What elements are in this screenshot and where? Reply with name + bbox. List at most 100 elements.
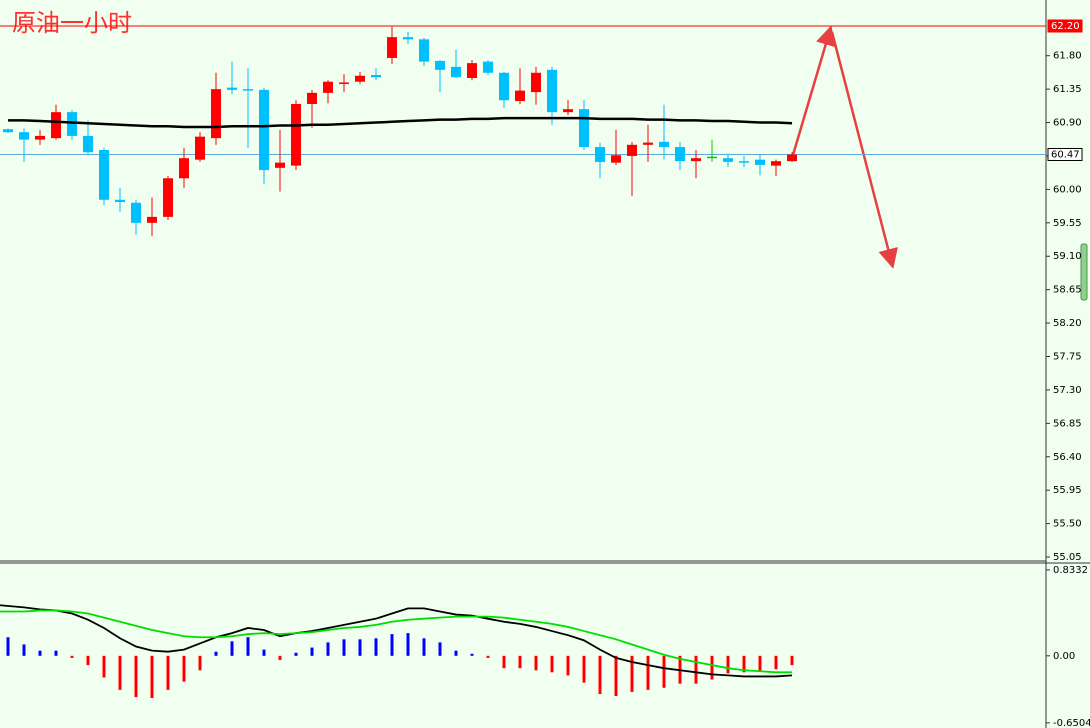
y-tick-label: 57.30 (1053, 385, 1082, 396)
y-tick-label: 55.95 (1053, 485, 1082, 496)
candle-body (195, 136, 205, 160)
histogram-bar (534, 655, 538, 671)
candle-body (83, 135, 93, 153)
candle-body (419, 39, 429, 62)
candle-body (147, 216, 157, 223)
candle-body (227, 87, 237, 90)
candle-body (579, 109, 589, 148)
candle-body (403, 37, 413, 40)
histogram-bar (342, 639, 346, 656)
histogram-bar (118, 655, 122, 690)
candle-body (275, 162, 285, 168)
y-tick-label: 58.65 (1053, 285, 1082, 296)
histogram-bar (182, 655, 186, 682)
scrollbar[interactable] (1080, 243, 1088, 301)
histogram-bar (630, 655, 634, 692)
histogram-bar (582, 655, 586, 683)
y-tick-label: 56.85 (1053, 418, 1082, 429)
histogram-bar (22, 644, 26, 656)
price-label: 62.20 (1051, 21, 1080, 32)
histogram-bar (710, 655, 714, 680)
candle-body (323, 81, 333, 93)
candle-body (115, 199, 125, 203)
candle-body (771, 161, 781, 166)
histogram-bar (438, 642, 442, 656)
histogram-bar (54, 650, 58, 656)
candle-body (259, 89, 269, 171)
candle-body (355, 75, 365, 82)
histogram-bar (374, 638, 378, 656)
histogram-bar (166, 655, 170, 690)
candle-body (307, 92, 317, 104)
histogram-bar (758, 655, 762, 672)
moving-average (8, 116, 793, 129)
histogram-bar (790, 655, 794, 666)
price-label: 60.47 (1051, 149, 1080, 160)
candle-body (19, 132, 29, 140)
histogram-bar (646, 655, 650, 690)
histogram-bar (550, 655, 554, 673)
y-tick-label: -0.6504 (1053, 718, 1090, 728)
histogram-bar (262, 649, 266, 656)
histogram-bar (502, 655, 506, 669)
histogram-bar (614, 655, 618, 697)
y-tick-label: 60.90 (1053, 118, 1082, 129)
histogram-bar (454, 650, 458, 656)
y-tick-label: 56.40 (1053, 452, 1082, 463)
histogram-bar (422, 638, 426, 656)
candle-body (51, 112, 61, 139)
histogram-bar (774, 655, 778, 670)
chart-title: 原油一小时 (12, 9, 132, 37)
candle-body (339, 82, 349, 84)
histogram-bar (326, 642, 330, 656)
candle-body (547, 69, 557, 113)
candle-body (467, 63, 477, 78)
candle-body (691, 158, 701, 162)
histogram-bar (198, 655, 202, 671)
histogram-bar (486, 655, 490, 658)
candle-body (659, 141, 669, 148)
price-label-box (1047, 19, 1083, 33)
candle-body (387, 37, 397, 58)
candle-body (211, 89, 221, 139)
candle-body (243, 89, 253, 91)
histogram-bar (566, 655, 570, 676)
candle-body (787, 154, 797, 162)
candle-body (291, 103, 301, 166)
y-tick-label: 55.50 (1053, 519, 1082, 530)
histogram-bar (294, 652, 298, 656)
candle-body (611, 155, 621, 163)
candle-body (499, 72, 509, 101)
price-label-box (1047, 147, 1083, 161)
histogram-bar (310, 647, 314, 656)
candle-body (739, 161, 749, 163)
candle-body (435, 60, 445, 70)
y-tick-label: 55.05 (1053, 552, 1082, 563)
candle-body (723, 158, 733, 162)
indicator-line (0, 609, 792, 674)
histogram-bar (726, 655, 730, 674)
candle-body (563, 109, 573, 113)
candle-body (67, 112, 77, 136)
histogram-bar (390, 634, 394, 656)
candle-body (179, 158, 189, 179)
y-tick-label: 57.75 (1053, 351, 1082, 362)
histogram-bar (70, 655, 74, 658)
y-tick-label: 60.00 (1053, 184, 1082, 195)
histogram-bar (406, 633, 410, 656)
candle-body (755, 159, 765, 165)
candle-body (371, 75, 381, 78)
arrow-up (791, 25, 836, 156)
histogram-bar (246, 637, 250, 656)
histogram-bar (470, 653, 474, 656)
candle-body (707, 156, 717, 159)
histogram-bar (598, 655, 602, 694)
histogram-bar (518, 655, 522, 669)
histogram-bar (742, 655, 746, 673)
candle-body (131, 202, 141, 223)
y-tick-label: 0.8332 (1053, 565, 1088, 576)
histogram-bar (150, 655, 154, 699)
y-tick-label: 61.80 (1053, 51, 1082, 62)
